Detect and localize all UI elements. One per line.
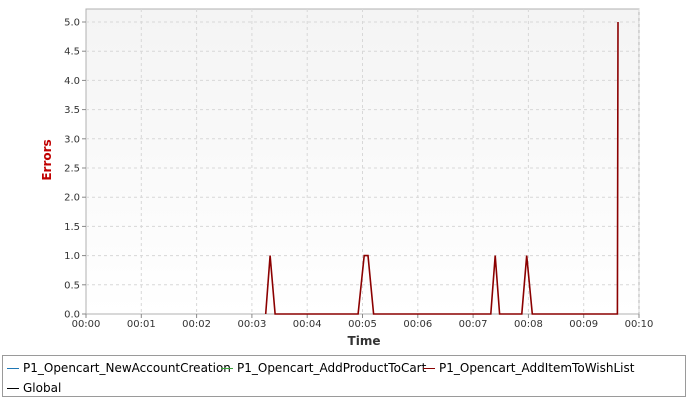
legend-item: Global xyxy=(7,381,61,395)
x-tick-label: 00:06 xyxy=(403,319,432,330)
legend-label: Global xyxy=(23,381,62,395)
legend-label: P1_Opencart_AddProductToCart xyxy=(237,361,427,375)
x-tick-label: 00:08 xyxy=(514,319,543,330)
x-tick-label: 00:03 xyxy=(237,319,266,330)
x-axis-title: Time xyxy=(348,334,381,348)
y-tick-label: 4.5 xyxy=(64,47,80,58)
y-tick-label: 3.5 xyxy=(64,105,80,116)
axis-ticks: 00:00 00:01 00:02 00:03 00:04 00:05 00:06 00:07… xyxy=(64,18,653,331)
x-tick-label: 00:07 xyxy=(459,319,488,330)
legend-swatch xyxy=(423,367,435,369)
legend-item: P1_Opencart_NewAccountCreation xyxy=(7,361,231,375)
series-lines xyxy=(264,21,619,315)
legend-swatch xyxy=(7,367,19,369)
legend-label: P1_Opencart_NewAccountCreation xyxy=(23,361,231,375)
y-tick-label: 2.0 xyxy=(64,193,80,204)
y-tick-label: 3.0 xyxy=(64,134,80,145)
legend-item: P1_Opencart_AddItemToWishList xyxy=(423,361,634,375)
x-tick-label: 00:00 xyxy=(72,319,101,330)
y-tick-label: 1.0 xyxy=(64,251,80,262)
y-axis-title: Errors xyxy=(40,139,54,180)
y-tick-label: 5.0 xyxy=(64,18,80,29)
legend-swatch xyxy=(7,387,19,389)
grid xyxy=(86,9,640,314)
series-line xyxy=(264,21,619,315)
x-tick-label: 00:02 xyxy=(182,319,211,330)
x-tick-label: 00:04 xyxy=(293,319,322,330)
y-tick-label: 0.0 xyxy=(64,310,80,321)
x-tick-label: 00:05 xyxy=(348,319,377,330)
legend: P1_Opencart_NewAccountCreation P1_Opencar… xyxy=(2,355,686,397)
x-tick-label: 00:10 xyxy=(625,319,654,330)
legend-label: P1_Opencart_AddItemToWishList xyxy=(439,361,635,375)
y-tick-label: 4.0 xyxy=(64,76,80,87)
legend-item: P1_Opencart_AddProductToCart xyxy=(221,361,426,375)
x-tick-label: 00:09 xyxy=(569,319,598,330)
y-tick-label: 2.5 xyxy=(64,164,80,175)
y-tick-label: 1.5 xyxy=(64,222,80,233)
y-tick-label: 0.5 xyxy=(64,280,80,291)
chart: 00:00 00:01 00:02 00:03 00:04 00:05 00:06 00:07… xyxy=(40,8,653,348)
legend-swatch xyxy=(221,367,233,369)
x-tick-label: 00:01 xyxy=(127,319,156,330)
